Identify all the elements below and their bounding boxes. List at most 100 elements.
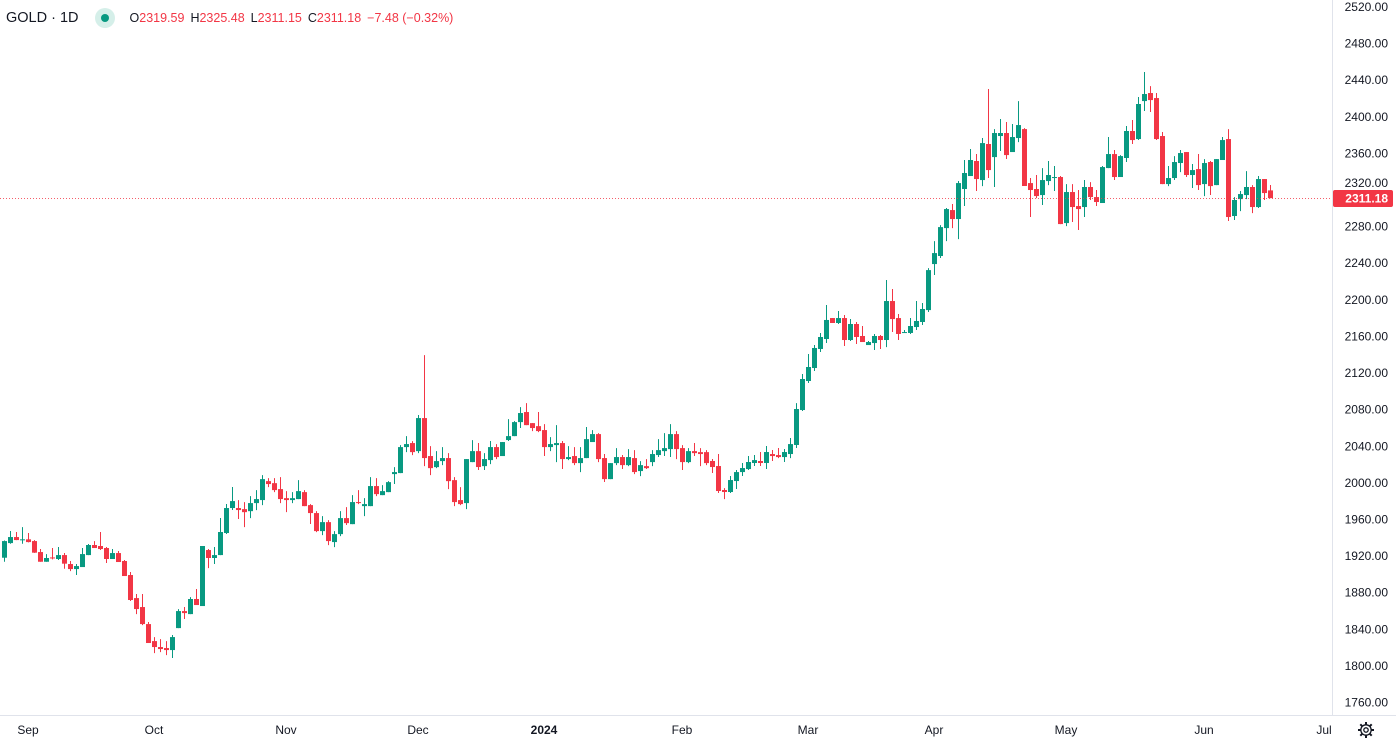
market-status-icon[interactable] [94, 8, 115, 28]
candle-body [476, 451, 481, 468]
candle [494, 444, 499, 460]
candle-body [134, 598, 139, 610]
time-tick-label: Dec [407, 723, 428, 737]
candle-body [362, 504, 367, 507]
candle-body [440, 458, 445, 462]
candle [350, 495, 355, 525]
candle-body [68, 564, 73, 570]
candle [1256, 176, 1261, 209]
candle-body [200, 546, 205, 607]
candle [860, 326, 865, 343]
candle [602, 454, 607, 483]
candle-body [698, 452, 703, 455]
candle [998, 119, 1003, 152]
candle-body [1166, 178, 1171, 185]
price-tick-label: 2440.00 [1345, 73, 1389, 87]
candle-body [356, 502, 361, 504]
candle [614, 448, 619, 466]
candle-body [422, 418, 427, 459]
candle-body [872, 335, 877, 344]
price-tick-label: 2080.00 [1345, 403, 1389, 417]
candle [896, 314, 901, 341]
candle [80, 548, 85, 568]
candle-body [524, 412, 529, 426]
candle-body [458, 500, 463, 505]
candle [1064, 184, 1069, 227]
candle-body [998, 133, 1003, 137]
candle-body [830, 318, 835, 323]
candle-body [842, 318, 847, 341]
candle-body [386, 482, 391, 493]
gear-icon[interactable] [1357, 721, 1375, 739]
candle [536, 412, 541, 433]
candle-body [902, 332, 907, 334]
candle-body [1136, 104, 1141, 140]
candle-body [1088, 187, 1093, 198]
candle [944, 208, 949, 242]
high-label: H [190, 11, 200, 25]
candle-body [398, 447, 403, 474]
candle-body [74, 566, 79, 570]
candle-body [884, 301, 889, 341]
candle-body [722, 490, 727, 493]
candle [248, 496, 253, 519]
candle-body [296, 491, 301, 500]
candle-body [968, 160, 973, 177]
candle [50, 548, 55, 560]
candle-body [578, 458, 583, 464]
time-tick-label: Mar [798, 723, 819, 737]
candle-body [446, 458, 451, 482]
candle-body [392, 472, 397, 475]
candle [500, 442, 505, 457]
candle-body [218, 532, 223, 556]
symbol-title[interactable]: GOLD · 1D [6, 10, 79, 26]
candle [308, 504, 313, 525]
candle [842, 315, 847, 347]
market-open-dot [100, 14, 109, 22]
candle [182, 607, 187, 620]
candle [770, 450, 775, 461]
candle-body [182, 611, 187, 614]
candle [410, 441, 415, 456]
candle-body [314, 513, 319, 532]
candle-body [776, 455, 781, 458]
candle [1034, 175, 1039, 199]
candle [218, 518, 223, 556]
candle-body [146, 624, 151, 644]
candle-body [452, 480, 457, 503]
candle [890, 289, 895, 333]
candle-body [572, 456, 577, 464]
candle [452, 477, 457, 507]
candle [620, 455, 625, 470]
candle-body [986, 143, 991, 171]
candle-body [602, 458, 607, 480]
candle [656, 439, 661, 458]
candle [356, 490, 361, 505]
candle [1238, 191, 1243, 212]
candle [506, 419, 511, 442]
candle [278, 477, 283, 504]
candle [1124, 126, 1129, 163]
candle-body [320, 522, 325, 532]
candle [686, 448, 691, 464]
candle-body [1028, 183, 1033, 191]
candle [140, 594, 145, 626]
time-tick-label: Jun [1194, 723, 1213, 737]
time-axis[interactable]: Sep Oct Nov Dec 2024 Feb Mar Apr May Jun Jul [17, 723, 1331, 737]
candle-body [596, 434, 601, 460]
candle [26, 533, 31, 543]
candle [710, 458, 715, 473]
price-axis[interactable]: 2520.00 2480.00 2440.00 2400.00 2360.00 2320.… [1345, 0, 1389, 710]
candle [374, 478, 379, 497]
candle-body [836, 318, 841, 323]
candle-body [752, 460, 757, 464]
candle [512, 421, 517, 437]
price-tick-label: 2520.00 [1345, 0, 1389, 14]
candle-body [254, 499, 259, 504]
candle-body [482, 459, 487, 467]
candle-body [206, 550, 211, 559]
time-tick-label: Sep [17, 723, 39, 737]
price-tick-label: 2320.00 [1345, 176, 1389, 190]
candle-body [518, 413, 523, 423]
